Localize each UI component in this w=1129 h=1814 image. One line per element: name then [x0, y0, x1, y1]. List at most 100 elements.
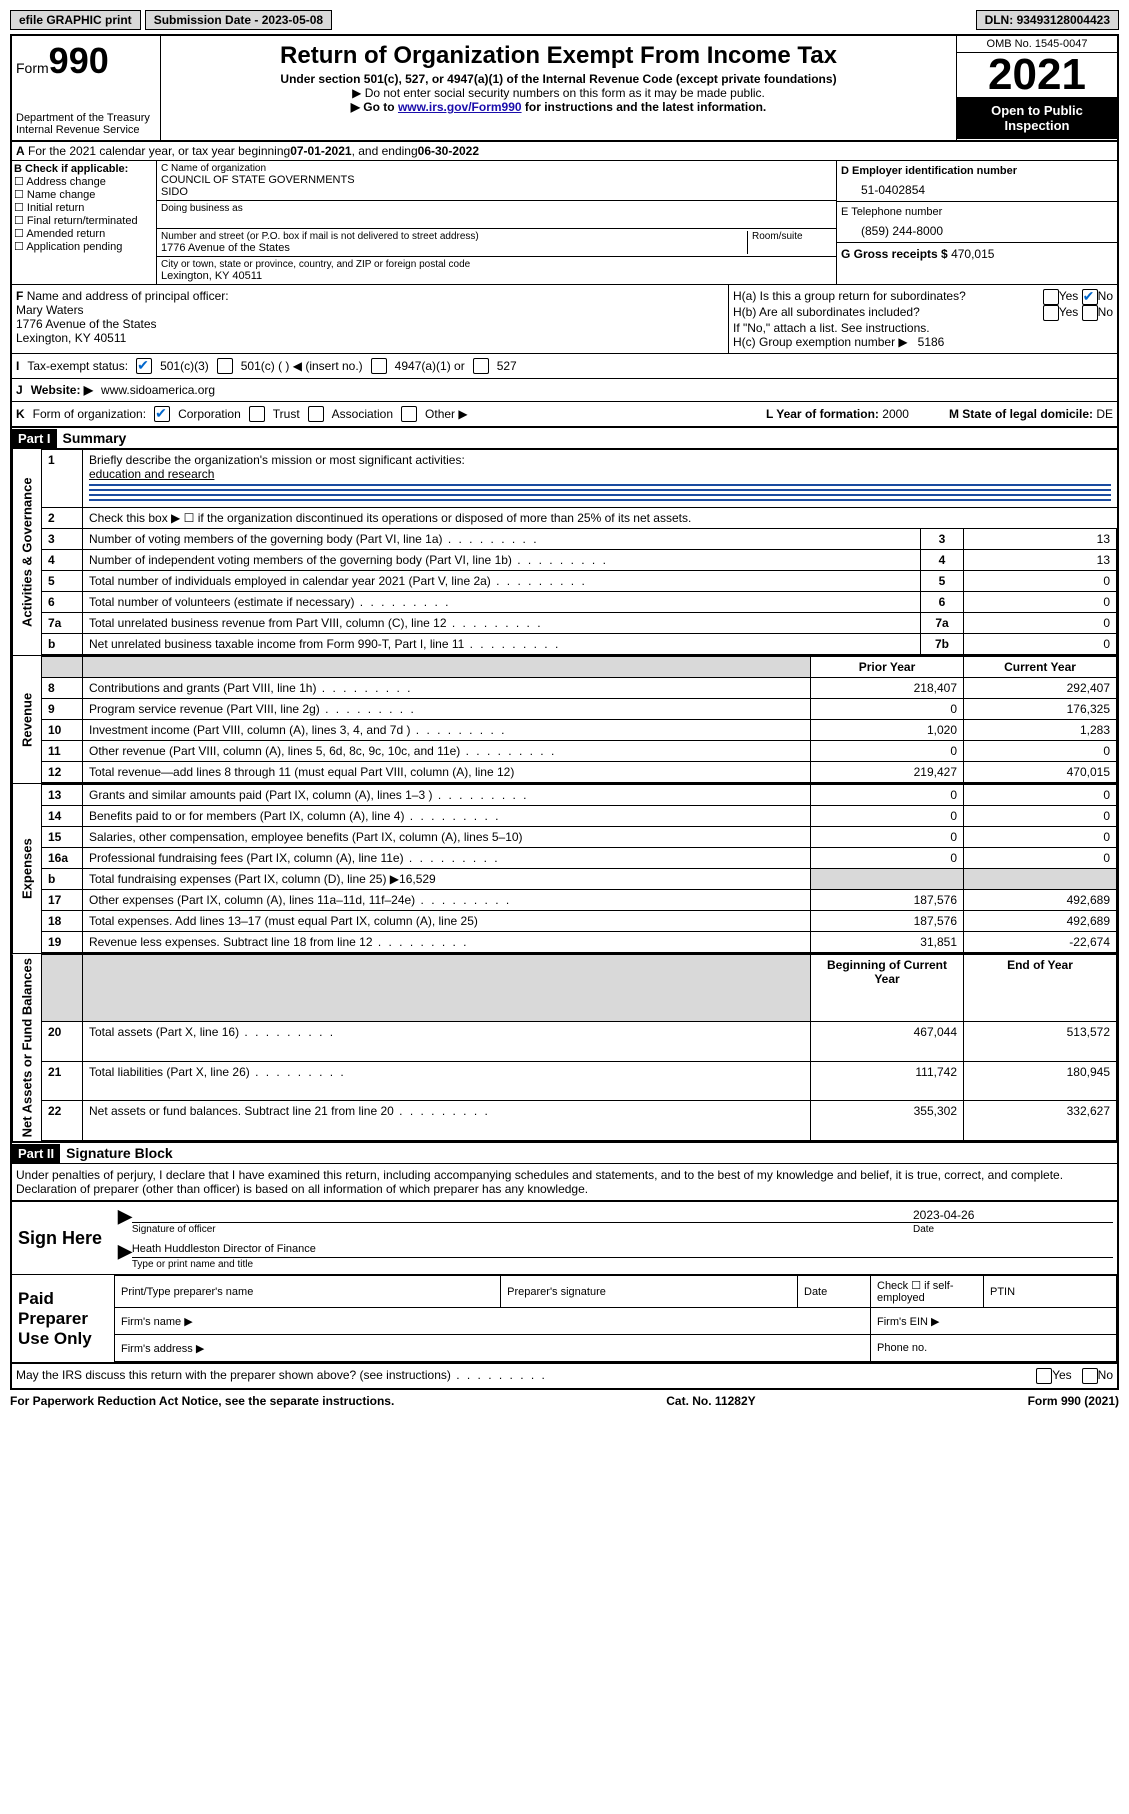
- chk-name-label: Name change: [27, 189, 96, 201]
- info-grid: B Check if applicable: ☐ Address change …: [12, 161, 1117, 285]
- rev-10-num: 10: [42, 720, 83, 741]
- gov-4-box: 4: [921, 550, 964, 571]
- hb-no-checkbox[interactable]: [1082, 305, 1098, 321]
- exp-15-prior: 0: [811, 827, 964, 848]
- rev-11-num: 11: [42, 741, 83, 762]
- exp-17-curr: 492,689: [964, 890, 1117, 911]
- chk-527[interactable]: [473, 358, 489, 374]
- chk-501c[interactable]: [217, 358, 233, 374]
- part1-header: Part I Summary: [12, 428, 1117, 449]
- form-ref: Form 990 (2021): [1028, 1394, 1119, 1408]
- dln-value: 93493128004423: [1017, 13, 1110, 27]
- exp-row-15: 15Salaries, other compensation, employee…: [42, 827, 1117, 848]
- exp-19-curr: -22,674: [964, 932, 1117, 953]
- may-no-checkbox[interactable]: [1082, 1368, 1098, 1384]
- chk-amended[interactable]: ☐ Amended return: [14, 227, 154, 240]
- type-name-caption: Type or print name and title: [132, 1259, 1113, 1270]
- prep-name-hdr: Print/Type preparer's name: [115, 1276, 501, 1308]
- row-lm: L Year of formation: 2000 M State of leg…: [766, 407, 1113, 421]
- chk-initial[interactable]: ☐ Initial return: [14, 201, 154, 214]
- net-row-21: 21Total liabilities (Part X, line 26)111…: [42, 1061, 1117, 1101]
- chk-trust[interactable]: [249, 406, 265, 422]
- gov-3-box: 3: [921, 529, 964, 550]
- irs-label: Internal Revenue Service: [16, 124, 156, 136]
- org-name-cell: C Name of organization COUNCIL OF STATE …: [157, 161, 836, 201]
- ein-value: 51-0402854: [841, 177, 1113, 197]
- prep-date-hdr: Date: [798, 1276, 871, 1308]
- website-url[interactable]: www.sidoamerica.org: [101, 383, 215, 397]
- row-k: K Form of organization: Corporation Trus…: [12, 402, 1117, 428]
- m-label: M State of legal domicile:: [949, 407, 1096, 421]
- addr-label: Number and street (or P.O. box if mail i…: [161, 231, 747, 242]
- may-no-label: No: [1098, 1369, 1113, 1383]
- officer-city: Lexington, KY 40511: [16, 331, 126, 345]
- part1-hdr: Part I: [12, 429, 57, 448]
- efile-button[interactable]: efile GRAPHIC print: [10, 10, 141, 30]
- chk-pending-label: Application pending: [26, 241, 122, 253]
- gov-6-val: 0: [964, 592, 1117, 613]
- chk-4947[interactable]: [371, 358, 387, 374]
- side-netassets: Net Assets or Fund Balances: [12, 954, 41, 1141]
- may-answer: Yes No: [1036, 1368, 1113, 1384]
- exp-row-17: 17Other expenses (Part IX, column (A), l…: [42, 890, 1117, 911]
- dln: DLN: 93493128004423: [976, 10, 1119, 30]
- side-revenue: Revenue: [12, 656, 41, 783]
- gov-row-4: 4Number of independent voting members of…: [42, 550, 1117, 571]
- form-title: Return of Organization Exempt From Incom…: [165, 42, 952, 70]
- exp-13-num: 13: [42, 785, 83, 806]
- gov-7b-val: 0: [964, 634, 1117, 655]
- gov-3-desc: Number of voting members of the governin…: [83, 529, 921, 550]
- row-i-label: I: [16, 359, 19, 373]
- gov-5-desc: Total number of individuals employed in …: [83, 571, 921, 592]
- governance-section: Activities & Governance 1 Briefly descri…: [12, 449, 1117, 655]
- may-yes-checkbox[interactable]: [1036, 1368, 1052, 1384]
- gov-3-num: 3: [42, 529, 83, 550]
- netassets-section: Net Assets or Fund Balances Beginning of…: [12, 953, 1117, 1141]
- exp-row-13: 13Grants and similar amounts paid (Part …: [42, 785, 1117, 806]
- chk-other[interactable]: [401, 406, 417, 422]
- chk-final[interactable]: ☐ Final return/terminated: [14, 214, 154, 227]
- form-990: Form990 Department of the Treasury Inter…: [10, 34, 1119, 1390]
- rev-9-prior: 0: [811, 699, 964, 720]
- paid-right: Print/Type preparer's name Preparer's si…: [114, 1275, 1117, 1362]
- opt-501c3: 501(c)(3): [160, 359, 209, 373]
- room-label: Room/suite: [747, 231, 832, 254]
- chk-assoc[interactable]: [308, 406, 324, 422]
- chk-corp[interactable]: [154, 406, 170, 422]
- sign-here-right: ▶ Signature of officer 2023-04-26Date ▶ …: [114, 1202, 1117, 1274]
- firm-ein-cell: Firm's EIN ▶: [871, 1308, 1117, 1335]
- hb-answer: Yes No: [1043, 305, 1113, 321]
- chk-pending[interactable]: ☐ Application pending: [14, 240, 154, 253]
- gov-row-6: 6Total number of volunteers (estimate if…: [42, 592, 1117, 613]
- ha-no-checkbox[interactable]: [1082, 289, 1098, 305]
- sign-here-row: Sign Here ▶ Signature of officer 2023-04…: [12, 1202, 1117, 1275]
- exp-14-desc: Benefits paid to or for members (Part IX…: [83, 806, 811, 827]
- chk-address[interactable]: ☐ Address change: [14, 175, 154, 188]
- goto-suffix: for instructions and the latest informat…: [522, 100, 767, 114]
- row-k-label: K: [16, 407, 25, 421]
- header-sub3: ▶ Go to www.irs.gov/Form990 for instruct…: [165, 100, 952, 114]
- chk-501c3[interactable]: [136, 358, 152, 374]
- q1-answer: education and research: [89, 467, 214, 481]
- exp-15-curr: 0: [964, 827, 1117, 848]
- row-a-text: For the 2021 calendar year, or tax year …: [28, 144, 290, 158]
- irs-link[interactable]: www.irs.gov/Form990: [398, 100, 522, 114]
- chk-name[interactable]: ☐ Name change: [14, 188, 154, 201]
- gov-7b-desc: Net unrelated business taxable income fr…: [83, 634, 921, 655]
- rev-8-curr: 292,407: [964, 678, 1117, 699]
- city-label: City or town, state or province, country…: [161, 259, 832, 270]
- expenses-section: Expenses 13Grants and similar amounts pa…: [12, 783, 1117, 953]
- row-fh: F Name and address of principal officer:…: [12, 285, 1117, 354]
- hb-yes-checkbox[interactable]: [1043, 305, 1059, 321]
- q2-text: Check this box ▶ ☐ if the organization d…: [83, 508, 1117, 529]
- ha-yes-label: Yes: [1059, 289, 1079, 303]
- arrow-icon-2: ▶: [118, 1241, 132, 1270]
- col-b-label: B Check if applicable:: [14, 163, 154, 175]
- ha-yes-checkbox[interactable]: [1043, 289, 1059, 305]
- rev-10-prior: 1,020: [811, 720, 964, 741]
- exp-14-prior: 0: [811, 806, 964, 827]
- row-i: I Tax-exempt status: 501(c)(3) 501(c) ( …: [12, 354, 1117, 379]
- hc-label: H(c) Group exemption number ▶: [733, 335, 908, 349]
- gross-label: G Gross receipts $: [841, 247, 951, 261]
- gov-6-num: 6: [42, 592, 83, 613]
